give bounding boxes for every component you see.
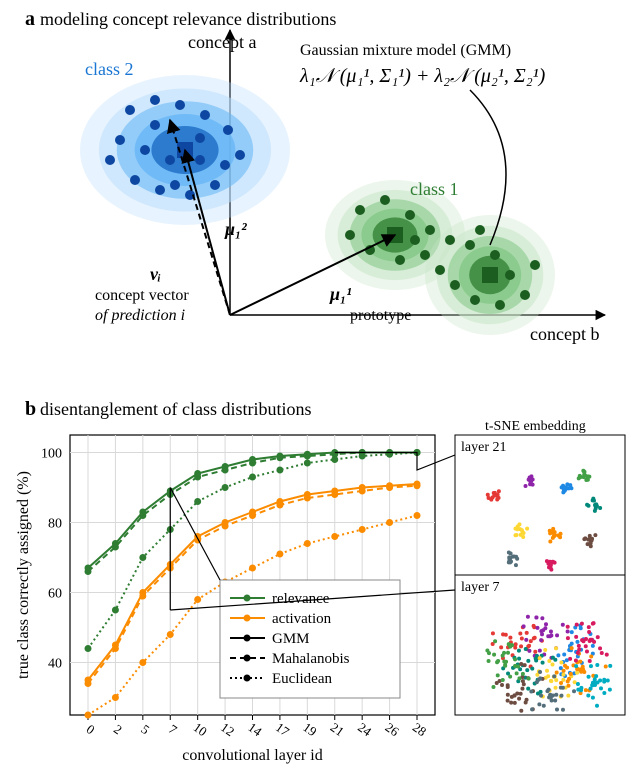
svg-text:7: 7 [166,721,180,737]
svg-text:10: 10 [191,719,210,739]
svg-text:layer 21: layer 21 [461,440,506,455]
svg-text:12: 12 [218,719,237,739]
svg-text:μ₁²: μ₁² [224,219,247,239]
svg-text:Mahalanobis: Mahalanobis [272,651,350,667]
svg-text:b: b [25,398,36,420]
svg-text:true class correctly assigned: true class correctly assigned (%) [15,471,32,679]
svg-text:λ₁𝒩 (μ₁¹, Σ₁¹) + λ₂𝒩 (μ₂¹, Σ: λ₁𝒩 (μ₁¹, Σ₁¹) + λ₂𝒩 (μ₂¹, Σ₂¹) [299,65,546,87]
svg-text:2: 2 [111,721,125,737]
svg-text:of prediction i: of prediction i [95,307,185,324]
svg-text:28: 28 [410,719,429,739]
svg-text:concept a: concept a [188,32,256,52]
svg-text:modeling concept relevance dis: modeling concept relevance distributions [40,9,336,29]
svg-text:5: 5 [138,721,152,737]
svg-text:convolutional layer id: convolutional layer id [182,747,322,764]
svg-text:prototype: prototype [350,307,411,324]
svg-text:concept b: concept b [530,324,599,344]
svg-text:Euclidean: Euclidean [272,671,332,687]
svg-text:μ₁¹: μ₁¹ [329,284,352,304]
svg-text:class 2: class 2 [85,59,134,79]
svg-text:100: 100 [41,447,62,462]
svg-text:class 1: class 1 [410,179,459,199]
svg-text:26: 26 [383,719,403,739]
svg-text:t-SNE embedding: t-SNE embedding [485,419,586,434]
svg-text:concept vector: concept vector [95,287,189,304]
svg-text:80: 80 [48,517,62,532]
svg-text:disentanglement of class distr: disentanglement of class distributions [40,399,311,419]
svg-text:24: 24 [355,719,375,739]
svg-text:activation: activation [272,611,332,627]
svg-text:19: 19 [300,719,319,739]
svg-text:layer 7: layer 7 [461,580,499,595]
svg-text:Gaussian mixture model (GMM): Gaussian mixture model (GMM) [300,42,511,59]
svg-text:60: 60 [48,587,62,602]
svg-text:21: 21 [328,719,347,739]
svg-text:17: 17 [273,719,293,739]
svg-text:νᵢ: νᵢ [150,264,161,284]
svg-text:0: 0 [84,721,98,737]
svg-text:40: 40 [48,657,62,672]
svg-text:a: a [25,8,35,30]
svg-text:GMM: GMM [272,631,310,647]
svg-text:14: 14 [245,719,265,739]
